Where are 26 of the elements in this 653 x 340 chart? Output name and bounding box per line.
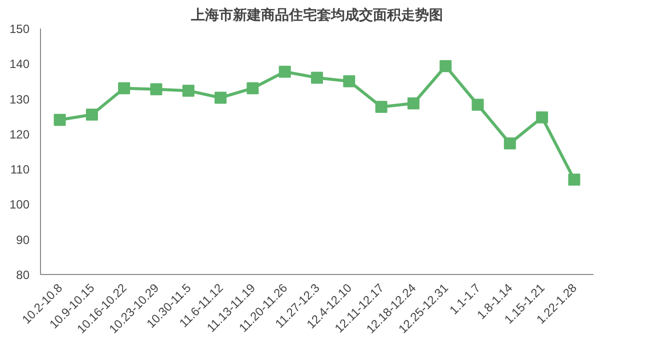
point: [86, 108, 98, 121]
y-tick-label: 140: [9, 57, 30, 72]
point: [150, 83, 162, 96]
point: [118, 82, 130, 94]
point: [311, 72, 323, 84]
point: [407, 97, 420, 110]
y-tick-label: 130: [9, 92, 30, 106]
point: [568, 174, 580, 186]
y-tick-label: 90: [16, 232, 30, 247]
point: [472, 98, 484, 111]
point: [375, 100, 388, 113]
y-tick-label: 110: [10, 162, 30, 177]
y-tick-label: 150: [9, 22, 30, 36]
chart-title: 上海市新建商品住宅套均成交面积走势图: [190, 6, 443, 24]
y-tick-label: 100: [9, 198, 30, 212]
point: [54, 114, 66, 126]
y-tick-label: 120: [9, 127, 30, 142]
point: [343, 75, 356, 88]
y-tick-label: 80: [16, 268, 30, 282]
point: [504, 137, 516, 150]
point: [246, 82, 259, 94]
point: [536, 111, 548, 124]
point: [278, 66, 291, 78]
point: [182, 84, 194, 97]
point: [214, 92, 227, 104]
point: [440, 60, 452, 72]
